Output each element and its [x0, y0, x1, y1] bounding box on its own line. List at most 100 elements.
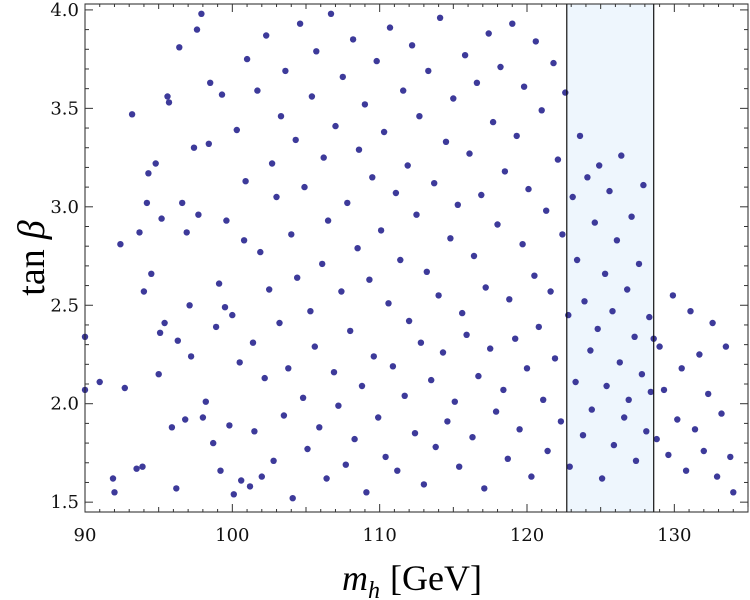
data-point — [617, 359, 623, 365]
data-point — [478, 192, 484, 198]
data-point — [207, 80, 213, 86]
data-point — [259, 473, 265, 479]
data-point — [195, 212, 201, 218]
data-point — [251, 428, 257, 434]
data-point — [462, 52, 468, 58]
x-axis-title: mh [GeV] — [342, 558, 482, 600]
data-point — [312, 343, 318, 349]
data-point — [229, 312, 235, 318]
data-point — [674, 416, 680, 422]
data-point — [374, 58, 380, 64]
data-point — [397, 257, 403, 263]
data-point — [161, 320, 167, 326]
data-point — [385, 300, 391, 306]
data-point — [307, 308, 313, 314]
data-point — [624, 286, 630, 292]
data-point — [633, 458, 639, 464]
data-point — [437, 15, 443, 21]
data-point — [362, 101, 368, 107]
data-point — [338, 288, 344, 294]
data-point — [709, 320, 715, 326]
data-point — [533, 38, 539, 44]
data-point — [705, 391, 711, 397]
data-point — [179, 200, 185, 206]
data-point — [111, 489, 117, 495]
data-point — [234, 127, 240, 133]
data-point — [375, 414, 381, 420]
data-point — [182, 416, 188, 422]
data-point — [198, 11, 204, 17]
data-point — [331, 369, 337, 375]
data-point — [266, 286, 272, 292]
data-point — [552, 355, 558, 361]
data-point — [536, 324, 542, 330]
data-point — [366, 277, 372, 283]
data-point — [188, 353, 194, 359]
data-point — [486, 30, 492, 36]
data-point — [494, 221, 500, 227]
data-point — [519, 241, 525, 247]
data-point — [497, 64, 503, 70]
data-point — [525, 186, 531, 192]
data-point — [512, 336, 518, 342]
data-point — [242, 178, 248, 184]
data-point — [405, 162, 411, 168]
data-point — [692, 426, 698, 432]
data-point — [592, 219, 598, 225]
data-point — [129, 111, 135, 117]
data-point — [332, 123, 338, 129]
data-point — [540, 397, 546, 403]
data-point — [543, 208, 549, 214]
data-point — [231, 491, 237, 497]
data-point — [257, 249, 263, 255]
data-point — [285, 365, 291, 371]
data-point — [316, 424, 322, 430]
data-point — [158, 215, 164, 221]
data-point — [431, 180, 437, 186]
y-tick-label: 3.5 — [50, 98, 79, 119]
data-point — [219, 91, 225, 97]
data-point — [244, 56, 250, 62]
data-point — [618, 152, 624, 158]
data-point — [223, 217, 229, 223]
data-point — [378, 227, 384, 233]
data-point — [270, 458, 276, 464]
data-point — [730, 489, 736, 495]
data-point — [528, 473, 534, 479]
scatter-chart: 90 100 110 120 130 1.52.02.53.03.54.0 mh [GeV… — [0, 0, 750, 600]
data-point — [210, 440, 216, 446]
data-point — [241, 237, 247, 243]
data-point — [555, 156, 561, 162]
data-point — [371, 353, 377, 359]
data-point — [413, 212, 419, 218]
data-point — [626, 397, 632, 403]
data-point — [416, 113, 422, 119]
data-point — [474, 80, 480, 86]
y-tick-label: 1.5 — [50, 492, 79, 513]
data-point — [186, 302, 192, 308]
data-point — [141, 288, 147, 294]
data-point — [614, 237, 620, 243]
data-point — [696, 351, 702, 357]
data-point — [153, 160, 159, 166]
data-point — [514, 133, 520, 139]
data-point — [293, 137, 299, 143]
data-point — [343, 462, 349, 468]
data-point — [122, 385, 128, 391]
data-point — [164, 93, 170, 99]
data-point — [237, 359, 243, 365]
data-point — [313, 48, 319, 54]
data-point — [572, 379, 578, 385]
data-point — [723, 343, 729, 349]
data-point — [273, 194, 279, 200]
data-point — [656, 343, 662, 349]
data-point — [400, 87, 406, 93]
data-point — [166, 99, 172, 105]
data-point — [406, 318, 412, 324]
data-point — [469, 434, 475, 440]
data-point — [435, 292, 441, 298]
data-point — [687, 308, 693, 314]
data-point — [173, 485, 179, 491]
data-point — [194, 26, 200, 32]
data-point — [247, 483, 253, 489]
